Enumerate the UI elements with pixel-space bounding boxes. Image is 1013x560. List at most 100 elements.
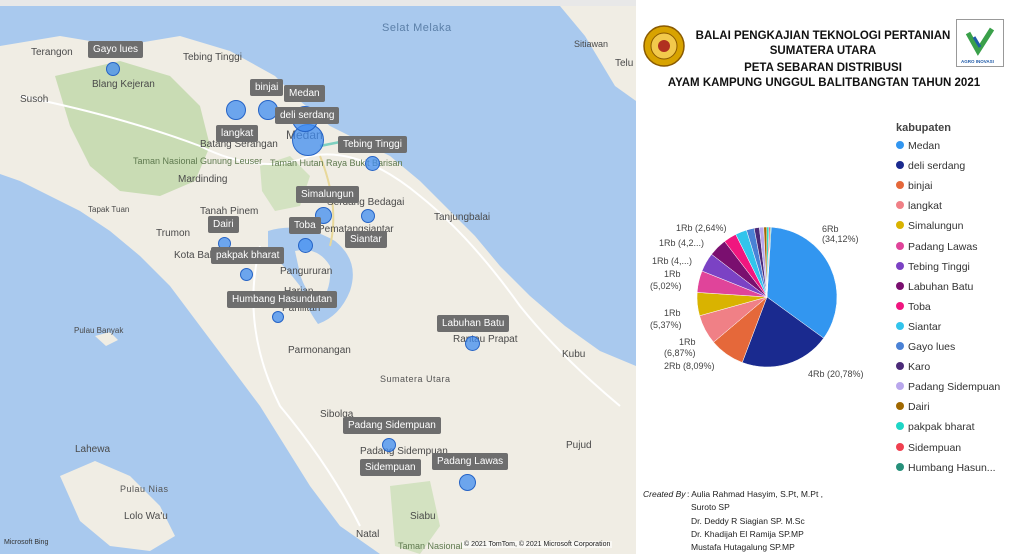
pie-slice-humbang-hasun-[interactable] <box>766 226 772 298</box>
legend-dot-icon <box>896 161 904 170</box>
legend-item[interactable]: Humbang Hasun... <box>896 462 996 474</box>
legend-dot-icon <box>896 422 904 431</box>
marker-bubble-humbang-hasundutan[interactable] <box>272 311 284 323</box>
place-label: Tanah Pinem <box>200 206 259 217</box>
marker-tag[interactable]: Simalungun <box>296 186 359 203</box>
place-label: Taman Nasional <box>398 541 463 551</box>
marker-tag[interactable]: Sidempuan <box>360 459 421 476</box>
place-label: Taman Nasional Gunung Leuser <box>133 156 262 166</box>
pie-data-label: 1Rb <box>679 337 696 347</box>
place-label: Rantau Prapat <box>453 334 518 345</box>
legend-item[interactable]: Dairi <box>896 401 930 413</box>
credits-line: : Aulia Rahmad Hasyim, S.Pt, M.Pt , <box>687 489 824 499</box>
legend-dot-icon <box>896 362 904 371</box>
marker-bubble-labuhan-batu[interactable] <box>465 336 480 351</box>
legend-item[interactable]: Karo <box>896 361 930 373</box>
marker-bubble-padang-sidempuan[interactable] <box>382 438 396 452</box>
legend-item[interactable]: langkat <box>896 200 942 212</box>
marker-tag[interactable]: Siantar <box>345 231 387 248</box>
marker-bubble-gayo-lues[interactable] <box>106 62 120 76</box>
place-label: Tapak Tuan <box>88 205 130 214</box>
marker-tag[interactable]: Dairi <box>208 216 239 233</box>
legend-item[interactable]: Labuhan Batu <box>896 281 973 293</box>
marker-tag[interactable]: Gayo lues <box>88 41 144 58</box>
marker-bubble-pakpak-bharat[interactable] <box>240 268 253 281</box>
credits-line: Dr. Khadijah El Ramija SP.MP <box>691 529 804 539</box>
marker-bubble-langkat[interactable] <box>226 100 246 120</box>
legend-dot-icon <box>896 321 904 330</box>
legend-item[interactable]: Siantar <box>896 321 941 333</box>
map-attribution: © 2021 TomTom, © 2021 Microsoft Corporat… <box>462 541 613 548</box>
place-label: Trumon <box>156 228 191 239</box>
legend-item[interactable]: Simalungun <box>896 220 963 232</box>
legend-item[interactable]: pakpak bharat <box>896 421 975 433</box>
pie-slice-medan[interactable] <box>766 226 838 339</box>
legend-label: Siantar <box>908 320 942 333</box>
header-line-4: AYAM KAMPUNG UNGGUL BALITBANGTAN TAHUN 2… <box>667 77 981 89</box>
legend-label: Padang Lawas <box>908 240 978 253</box>
marker-tag[interactable]: Padang Lawas <box>432 453 509 470</box>
marker-tag[interactable]: Padang Sidempuan <box>343 417 441 434</box>
marker-tag[interactable]: Labuhan Batu <box>437 315 510 332</box>
place-label: Kota Baharu <box>174 250 230 261</box>
agro-inovasi-logo-icon <box>956 19 1004 67</box>
marker-tag[interactable]: deli serdang <box>275 107 340 124</box>
legend-label: Labuhan Batu <box>908 280 974 293</box>
place-label: Natal <box>356 529 380 540</box>
marker-bubble-siantar[interactable] <box>361 209 375 223</box>
place-label: Pujud <box>566 440 592 451</box>
legend-item[interactable]: Toba <box>896 301 931 313</box>
legend-dot-icon <box>896 201 904 210</box>
legend-title: kabupaten <box>896 122 952 134</box>
legend-item[interactable]: Sidempuan <box>896 442 961 454</box>
place-label: Siabu <box>410 511 436 522</box>
legend-label: Padang Sidempuan <box>908 381 1001 394</box>
legend-dot-icon <box>896 342 904 350</box>
legend-dot-icon <box>896 281 904 290</box>
place-label: Terangon <box>31 47 73 58</box>
pie-data-label: 2Rb (8,09%) <box>664 361 715 371</box>
legend-label: binjai <box>908 180 933 193</box>
marker-tag[interactable]: Humbang Hasundutan <box>227 291 338 308</box>
marker-tag[interactable]: Toba <box>289 217 321 234</box>
place-label: Padang Sidempuan <box>360 446 448 457</box>
pie-data-label: (34,12%) <box>822 234 859 244</box>
pie-data-label: 1Rb <box>664 269 681 279</box>
legend-item[interactable]: Gayo lues <box>896 341 955 353</box>
road <box>319 155 335 247</box>
pie-data-label: (6,87%) <box>664 348 696 358</box>
marker-bubble-tebing-tinggi[interactable] <box>365 156 380 171</box>
marker-bubble-toba[interactable] <box>298 238 313 253</box>
legend-label: Karo <box>908 361 931 374</box>
legend-item[interactable]: Tebing Tinggi <box>896 261 970 273</box>
marker-tag[interactable]: pakpak bharat <box>211 247 285 264</box>
legend-item[interactable]: Padang Lawas <box>896 241 977 253</box>
samosir-island <box>295 250 331 304</box>
legend-dot-icon <box>896 402 904 411</box>
park-south <box>390 481 440 554</box>
legend-item[interactable]: Padang Sidempuan <box>896 381 1000 393</box>
legend-item[interactable]: binjai <box>896 180 933 192</box>
marker-bubble-padang-lawas[interactable] <box>459 474 476 491</box>
legend-dot-icon <box>896 181 904 190</box>
header-line-3: PETA SEBARAN DISTRIBUSI <box>744 62 902 74</box>
marker-tag[interactable]: Tebing Tinggi <box>338 136 407 153</box>
legend-label: Toba <box>908 300 931 313</box>
pie-chart[interactable] <box>637 200 897 400</box>
legend-dot-icon <box>896 261 904 270</box>
marker-tag[interactable]: langkat <box>216 125 259 142</box>
place-label: Sibolga <box>320 409 354 420</box>
legend-item[interactable]: Medan <box>896 140 940 152</box>
place-label: Pangururan <box>280 266 333 277</box>
pie-data-label: 1Rb (4,...) <box>652 256 693 266</box>
credits-line: Suroto SP <box>691 502 730 512</box>
pie-slice-deli-serdang[interactable] <box>741 296 824 368</box>
map-visual[interactable]: Terangon Tebing Tinggi Blang Kejeran Sus… <box>0 6 636 554</box>
marker-tag[interactable]: Medan <box>284 85 325 102</box>
legend-dot-icon <box>896 462 904 471</box>
legend-label: pakpak bharat <box>908 421 975 434</box>
legend-item[interactable]: deli serdang <box>896 160 965 172</box>
place-label: Lahewa <box>75 444 111 455</box>
pie-data-label: 4Rb (20,78%) <box>808 369 864 379</box>
marker-tag[interactable]: binjai <box>250 79 284 96</box>
